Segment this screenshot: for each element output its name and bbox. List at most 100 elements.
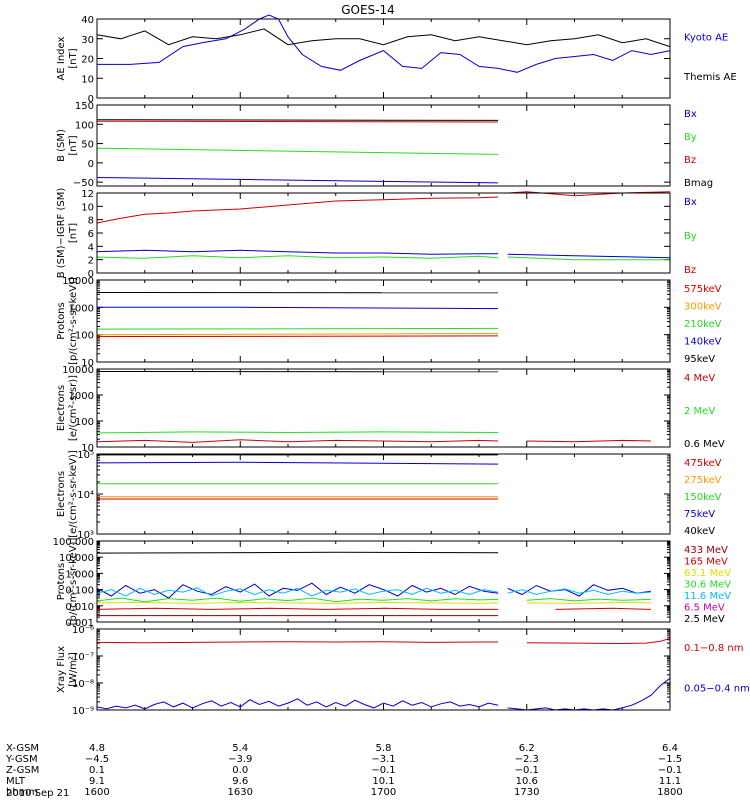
y-axis-label: Protons [56,302,67,339]
panel-protons_high: 0.001 0.010 0.100 1.000 10.000 100.000 Protons… [53,537,732,629]
ephemeris-value: 11.1 [659,776,681,787]
chart-title: GOES-14 [341,3,395,17]
y-tick-label: 10000 [62,276,94,287]
y-tick-label: 10 [81,443,94,454]
legend-entry: 0.6 MeV [684,439,725,450]
panel-protons_low: 10 100 1000 10000 Protons [p/(cm²-s-sr-keV)] 5… [56,276,722,369]
legend-entry: Bmag [684,178,713,189]
ephemeris-value: 1730 [514,787,539,798]
legend-entry: 140keV [684,337,722,348]
panel-electrons_high: 10 100 1000 10000 Electrons [e/(cm²-s-sr)] 4 M… [56,365,725,454]
panel-frame [96,192,671,274]
y-axis-unit: [nT] [68,135,79,155]
legend-entry: By [684,231,697,242]
y-axis-label: AE Index [56,36,67,80]
y-axis-unit: [W/m²] [68,652,79,687]
y-axis-label: B (SM) [56,129,67,162]
ephemeris-value: −0.1 [658,765,682,776]
y-tick-label: 100 [75,417,94,428]
series-line-6-5-mev [96,582,651,599]
ephemeris-value: −3.1 [371,754,395,765]
y-axis-label: Electrons [56,385,67,431]
date-label: 2010 Sep 21 [6,788,69,799]
y-tick-label: 1000 [69,391,94,402]
y-axis-unit: [p/(cm²-s-sr-keV)] [68,538,79,626]
series-line-300kev [97,333,632,334]
ephemeris-value: 10.1 [372,776,394,787]
y-axis-unit: [e/(cm²-s-sr)] [68,375,79,441]
legend-entry: 300keV [684,302,722,313]
legend-entry: 95keV [684,354,715,365]
panel-frame [96,453,671,535]
ephemeris-value: 5.8 [376,743,392,754]
y-tick-label: 10 [81,358,94,369]
y-tick-label: 10 [81,202,94,213]
legend-entry: 150keV [684,492,722,503]
y-axis-unit: [nT] [68,223,79,243]
series-line-themis-ae [96,28,671,48]
y-tick-label: 0 [88,94,94,105]
y-axis-unit: [e/(cm²-s-sr-keV)] [68,450,79,538]
y-tick-label: 12 [81,189,94,200]
ephemeris-row-label: MLT [6,776,26,787]
legend-entry: Themis AE [683,72,737,83]
ephemeris-value: −3.9 [228,754,252,765]
legend-entry: 210keV [684,319,722,330]
legend-entry: 30.6 MeV [684,580,731,591]
ephemeris-value: 1700 [371,787,396,798]
panel-ae: 0 10 20 30 40 AE Index [nT] Kyoto AE Themis AE [56,14,737,105]
y-tick-label: 10⁻⁶ [72,625,94,636]
series-line-4-mev [96,439,651,443]
series-line-575kev [97,336,632,337]
ephemeris-value: −0.1 [515,765,539,776]
y-tick-label: 6 [88,229,94,240]
y-tick-label: 1.000 [65,569,94,580]
series-line-95kev [97,292,632,293]
series-line-2-5-mev [97,552,670,553]
legend-entry: 275keV [684,475,722,486]
series-line-165-mev [96,607,651,610]
panel-xray: 10⁻⁹ 10⁻⁸ 10⁻⁷ 10⁻⁶ Xray Flux [W/m²] 0.1−0.8 n… [56,625,750,717]
y-axis-unit: [p/(cm²-s-sr-keV)] [68,277,79,365]
panel-bsm: −50 0 50 100 150 B (SM) [nT] Bx By Bz Bmag [56,101,713,189]
y-tick-label: 20 [81,55,94,66]
y-tick-label: 100.000 [53,537,94,548]
ephemeris-value: 6.2 [519,743,535,754]
y-tick-label: 10000 [62,365,94,376]
y-tick-label: 0.010 [65,602,94,613]
series-line-0-1-0-8-nm [96,637,671,645]
y-tick-label: 10⁻⁷ [72,652,94,663]
ephemeris-value: 9.6 [232,776,248,787]
legend-entry: 11.6 MeV [684,591,731,602]
ephemeris-row-label: hhmm [6,787,38,798]
ephemeris-value: 1630 [228,787,253,798]
ephemeris-value: 0.1 [89,765,105,776]
series-line-bmag [97,120,670,121]
legend-entry: Bx [684,197,697,208]
legend-entry: 40keV [684,526,715,537]
series-line-30-6-mev [96,597,651,603]
y-tick-label: 1000 [69,303,94,314]
legend-entry: 6.5 MeV [684,603,725,614]
panel-frame [96,279,671,363]
y-tick-label: 30 [81,35,94,46]
ephemeris-value: −2.3 [515,754,539,765]
ephemeris-value: 1800 [657,787,682,798]
series-line-210kev [97,328,632,329]
series-line-2-mev [97,432,651,433]
y-tick-label: 0.001 [65,618,94,629]
y-axis-label: B (SM)−IGRF (SM) [56,188,67,279]
series-line-bx [96,249,671,259]
ephemeris-row-label: X-GSM [6,743,39,754]
panel-frame [96,628,671,711]
series-line-by [96,255,670,261]
y-tick-label: 10⁻⁹ [72,706,94,717]
ephemeris-value: −4.5 [85,754,109,765]
y-tick-label: −50 [73,178,94,189]
y-tick-label: 0 [88,269,94,280]
ephemeris-row-label: Y-GSM [5,754,38,765]
ephemeris-value: −0.1 [371,765,395,776]
ephemeris-value: 4.8 [89,743,105,754]
y-tick-label: 10.000 [59,553,94,564]
